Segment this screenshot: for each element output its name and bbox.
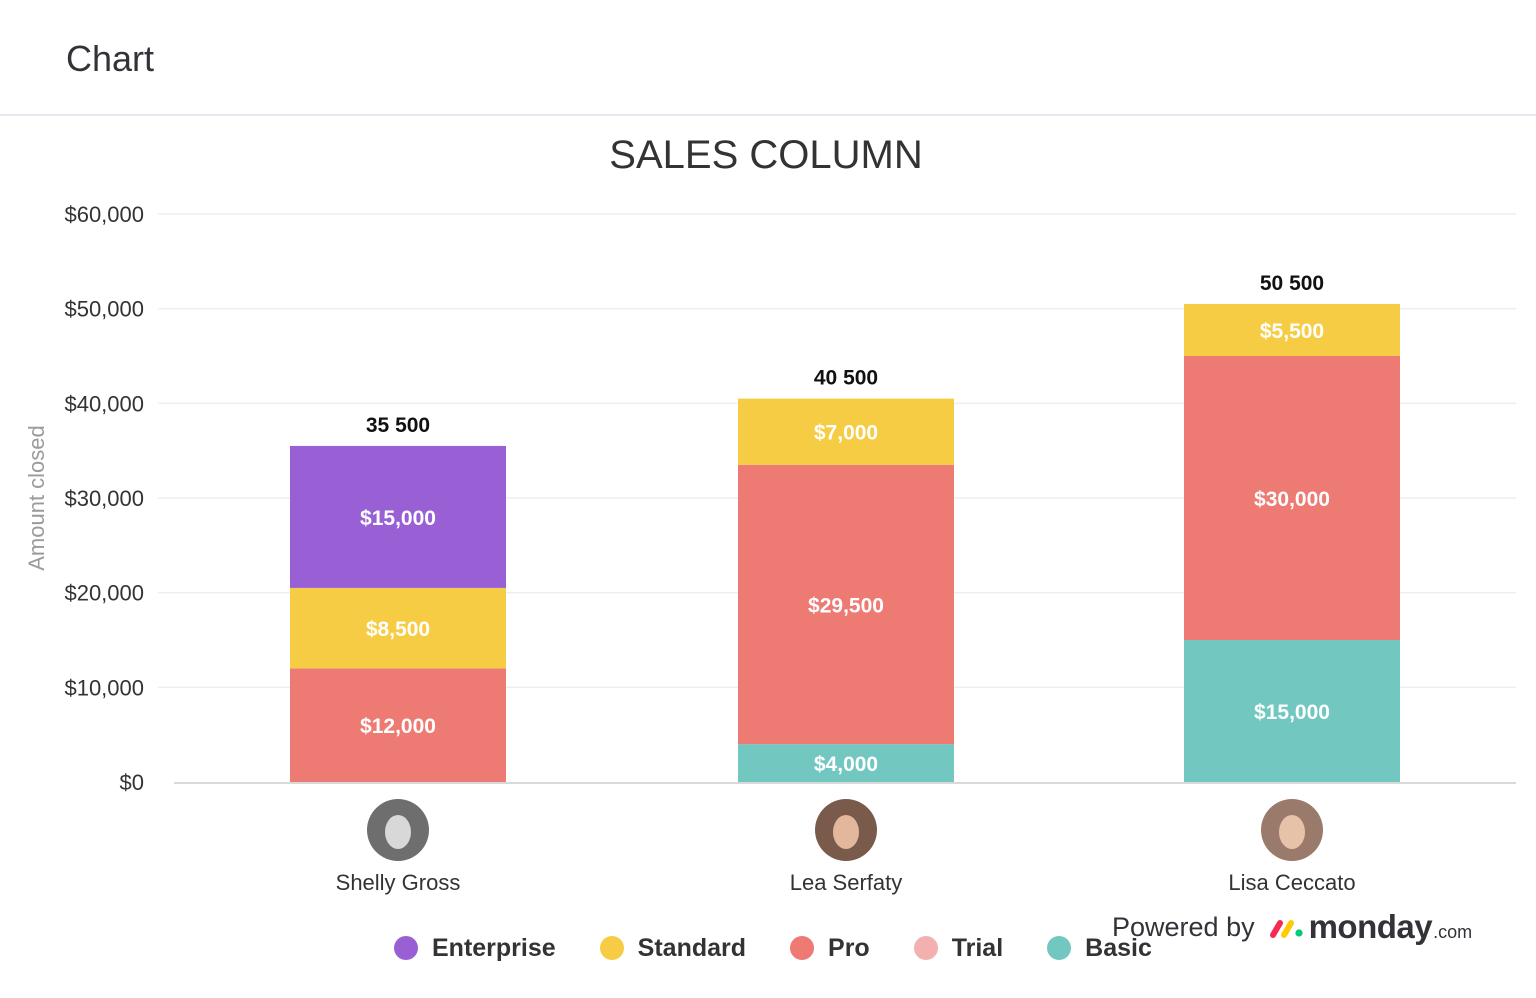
x-category-label: Shelly Gross — [336, 870, 461, 895]
monday-logo-icon — [1269, 920, 1303, 938]
data-label: $15,000 — [360, 507, 436, 530]
legend-dot-standard — [599, 936, 624, 960]
bar-segment-pro — [1184, 356, 1400, 640]
y-tick-label: $40,000 — [64, 391, 144, 416]
data-label: $4,000 — [814, 753, 878, 776]
data-label: $30,000 — [1254, 488, 1330, 511]
legend-dot-enterprise — [394, 936, 418, 960]
bar-segment-basic — [1184, 640, 1400, 782]
powered-by-badge[interactable]: Powered by monday .com — [1112, 908, 1472, 946]
chart-header: Chart — [0, 0, 1536, 116]
avatar-lisa-ceccato[interactable] — [1261, 799, 1323, 861]
x-category-label: Lea Serfaty — [790, 870, 903, 895]
data-label: $29,500 — [808, 595, 884, 618]
legend-label: Pro — [828, 933, 870, 962]
legend-label: Enterprise — [432, 933, 556, 962]
legend-label: Standard — [637, 933, 747, 962]
bar-segment-pro — [738, 464, 954, 745]
y-tick-label: $30,000 — [64, 486, 144, 511]
y-tick-label: $10,000 — [64, 675, 144, 700]
avatar-face — [833, 815, 859, 849]
legend-label: Basic — [1085, 933, 1152, 962]
chart-legend: Enterprise Standard Pro Trial Basic — [394, 928, 1196, 968]
avatar-lea-serfaty[interactable] — [815, 799, 877, 861]
y-tick-label: $20,000 — [64, 581, 144, 606]
data-label: $8,500 — [366, 618, 430, 641]
y-tick-label: $60,000 — [64, 202, 144, 227]
legend-item-pro[interactable]: Pro — [790, 934, 870, 963]
avatar-face — [385, 815, 411, 849]
legend-item-enterprise[interactable]: Enterprise — [394, 934, 556, 963]
legend-dot-basic — [1047, 936, 1072, 960]
data-label: $7,000 — [814, 422, 878, 445]
page-title: Chart — [66, 38, 155, 79]
avatar-shelly-gross[interactable] — [367, 799, 429, 861]
powered-by-text: Powered by — [1112, 911, 1255, 942]
data-label: $15,000 — [1254, 701, 1330, 724]
chart-title: SALES COLUMN — [609, 133, 922, 177]
bar-segment-enterprise — [290, 445, 506, 588]
avatar-face — [1279, 815, 1305, 849]
bar-segment-basic — [738, 744, 954, 782]
legend-label: Trial — [951, 933, 1004, 962]
x-category-label: Lisa Ceccato — [1228, 870, 1355, 895]
legend-dot-pro — [790, 936, 815, 960]
total-label: 35 500 — [366, 414, 430, 437]
bar-segment-standard — [290, 587, 506, 669]
bar-segment-standard — [738, 398, 954, 465]
legend-dot-trial — [913, 936, 938, 960]
monday-wordmark: monday — [1308, 908, 1433, 945]
total-label: 50 500 — [1260, 272, 1324, 295]
monday-suffix: .com — [1433, 921, 1473, 942]
data-label: $12,000 — [360, 715, 436, 738]
y-axis-label: Amount closed — [24, 425, 49, 571]
legend-item-trial[interactable]: Trial — [913, 933, 1004, 963]
y-tick-label: $0 — [120, 770, 144, 795]
legend-item-standard[interactable]: Standard — [599, 933, 747, 963]
legend-item-basic[interactable]: Basic — [1047, 934, 1152, 963]
bar-segment-standard — [1184, 303, 1400, 356]
y-tick-label: $50,000 — [64, 297, 144, 322]
bar-segment-pro — [290, 668, 506, 782]
data-label: $5,500 — [1260, 320, 1324, 343]
total-label: 40 500 — [814, 367, 878, 390]
